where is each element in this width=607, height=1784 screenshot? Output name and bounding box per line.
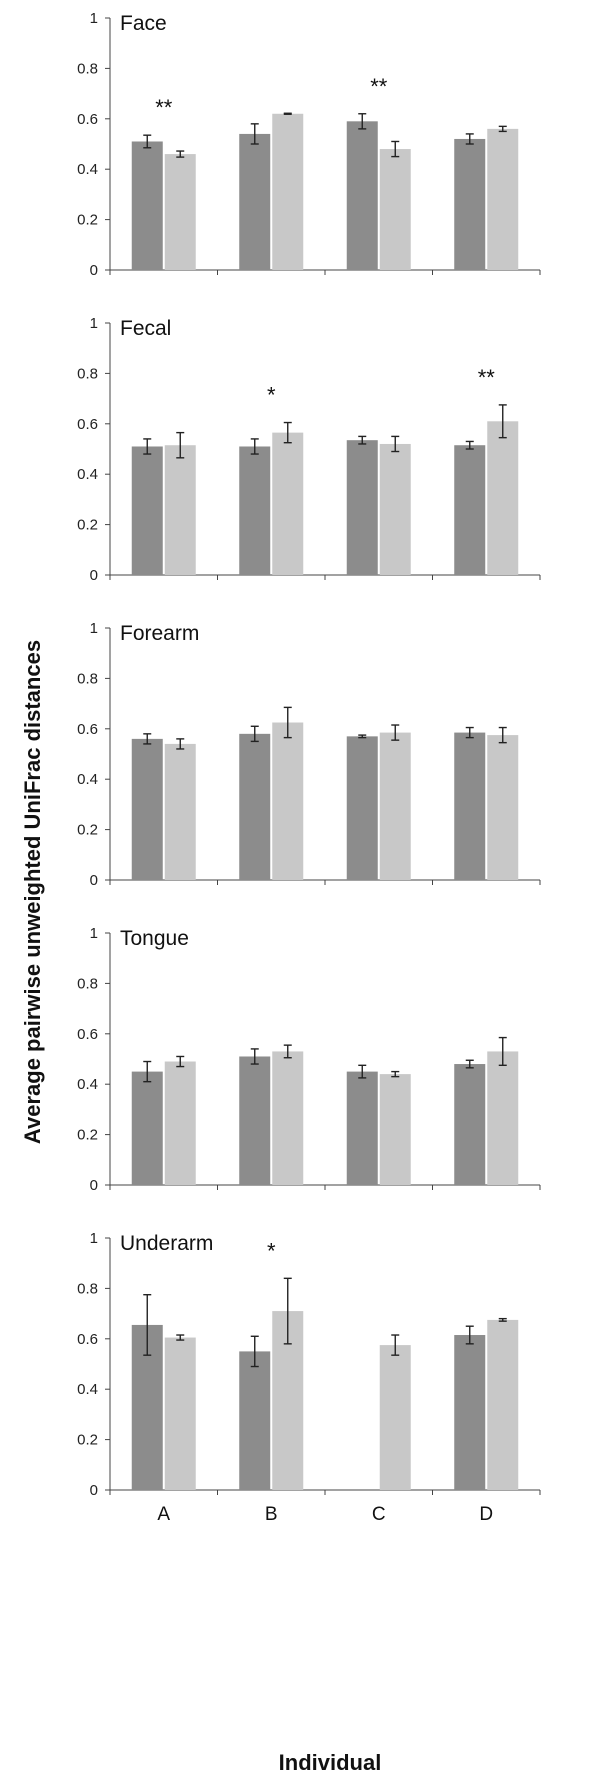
y-tick-label: 0.4 [77,161,98,178]
bar-c-series1 [346,121,378,270]
bar-d-series2 [487,1051,519,1185]
y-tick-label: 0.4 [77,1381,98,1398]
x-tick-label: B [265,1504,278,1525]
y-tick-label: 0.8 [77,365,98,382]
panel-fecal: 00.20.40.60.81 Fecal*** [77,315,541,584]
bar-d-series1 [454,732,486,880]
bar-d-series1 [454,1335,486,1490]
y-tick-label: 0.8 [77,1280,98,1297]
x-tick-label: C [372,1504,386,1525]
bar-b-series1 [239,446,271,575]
x-tick-label: A [157,1504,170,1525]
significance-marker: * [267,383,276,408]
significance-marker: ** [478,365,496,390]
bar-c-series2 [379,149,411,270]
y-tick-label: 1 [90,925,98,942]
bar-c-series1 [346,440,378,575]
panel-title: Fecal [120,317,171,340]
panel-title: Tongue [120,927,189,950]
bar-d-series2 [487,128,519,270]
bar-b-series2 [272,113,304,270]
panels: 00.20.40.60.81 Face****00.20.40.60.81 Feca… [77,10,541,1525]
panel-underarm: 0 0.2 0.4 0.6 0.8 1 Underarm * A B C D [77,1230,541,1525]
y-tick-label: 0.8 [77,975,98,992]
bar-b-series1 [239,133,271,270]
bar-d-series1 [454,1064,486,1185]
bar-d-series1 [454,445,486,575]
y-tick-label: 0.6 [77,416,98,433]
x-tick-label: D [479,1504,493,1525]
panel-tongue: 0 0.2 0.4 0.6 0.8 1 Tongue [77,925,541,1194]
y-tick-label: 0.6 [77,1331,98,1348]
y-tick-label: 1 [90,315,98,332]
y-tick-label: 0.2 [77,212,98,229]
y-tick-label: 1 [90,1230,98,1247]
bar-a-series1 [131,446,163,575]
y-tick-label: 0 [90,1177,98,1194]
y-tick-label: 1 [90,10,98,27]
bar-d-series1 [454,138,486,270]
y-tick-label: 0.4 [77,466,98,483]
significance-marker: ** [370,74,388,99]
bar-b-series1 [239,1056,271,1185]
panel-title: Forearm [120,622,199,645]
bar-a-series2 [164,743,196,880]
bar-b-series1 [239,733,271,880]
bar-c-series2 [379,1345,411,1490]
y-tick-label: 0.4 [77,771,98,788]
bar-a-series1 [131,141,163,270]
y-tick-label: 0.2 [77,1127,98,1144]
bar-b-series2 [272,722,304,880]
bar-a-series2 [164,1337,196,1490]
panel-face: 0 0.2 0.4 0.6 0.8 1 Face ** ** [77,10,541,279]
y-tick-label: 0 [90,262,98,279]
y-tick-label: 0 [90,872,98,889]
y-tick-label: 0 [90,1482,98,1499]
y-tick-label: 0 [90,567,98,584]
y-tick-label: 1 [90,620,98,637]
y-tick-label: 0.4 [77,1076,98,1093]
y-tick-label: 0.8 [77,670,98,687]
bar-a-series2 [164,445,196,575]
bar-c-series1 [346,736,378,880]
bar-a-series1 [131,738,163,880]
bar-c-series2 [379,443,411,575]
panel-forearm: 0 0.2 0.4 0.6 0.8 1 Forearm [77,620,541,889]
y-tick-label: 0.2 [77,1432,98,1449]
bar-d-series2 [487,1319,519,1490]
y-tick-label: 0.6 [77,721,98,738]
y-tick-label: 0.8 [77,60,98,77]
significance-marker: * [267,1238,276,1263]
y-tick-label: 0.6 [77,1026,98,1043]
y-tick-label: 0.2 [77,822,98,839]
bar-d-series2 [487,735,519,880]
bar-c-series2 [379,1074,411,1185]
bar-b-series2 [272,1051,304,1185]
bar-a-series2 [164,154,196,270]
y-axis-title: Average pairwise unweighted UniFrac dist… [20,640,45,1144]
panel-title: Underarm [120,1232,213,1255]
y-tick-label: 0.2 [77,517,98,534]
y-tick-label: 0.6 [77,111,98,128]
bar-d-series2 [487,421,519,575]
bar-b-series2 [272,432,304,575]
bar-a-series1 [131,1071,163,1185]
bar-b-series1 [239,1351,271,1490]
bar-c-series1 [346,1071,378,1185]
x-axis-title: Individual [279,1750,382,1775]
bar-c-series2 [379,732,411,880]
panel-title: Face [120,12,167,35]
bar-a-series2 [164,1061,196,1185]
significance-marker: ** [155,95,173,120]
